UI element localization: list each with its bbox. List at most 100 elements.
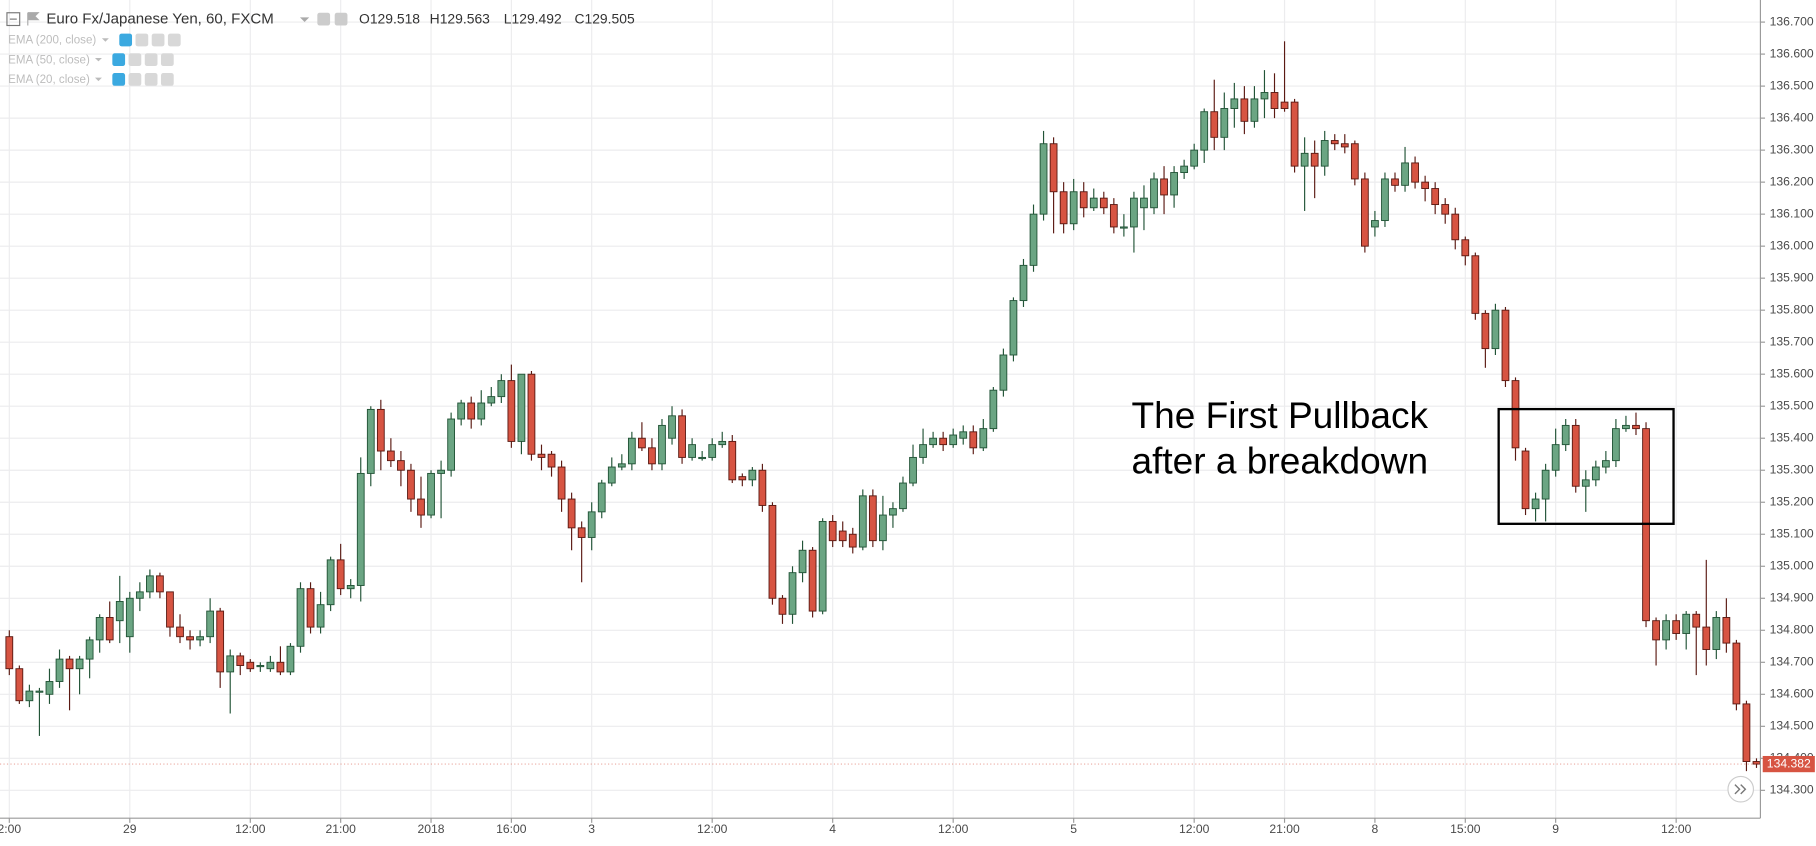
candle-body: [627, 437, 636, 465]
candle-body: [909, 456, 917, 484]
candle-body: [597, 482, 606, 513]
y-tick-label: 136.500: [1770, 78, 1814, 92]
candle-body: [1230, 98, 1239, 109]
candle-body: [1732, 642, 1741, 705]
candle-body: [1180, 165, 1189, 173]
eye-icon[interactable]: [119, 33, 133, 47]
y-tick-label: 134.900: [1770, 590, 1814, 604]
indicator-label: EMA (20, close): [8, 74, 90, 86]
close-icon[interactable]: [160, 53, 174, 67]
eye-icon[interactable]: [112, 73, 126, 86]
last-price-badge: [1762, 755, 1815, 773]
candle-body: [678, 415, 686, 458]
candle-body: [1511, 380, 1520, 449]
y-tick-label: 135.800: [1770, 302, 1814, 316]
x-tick-label: 12:00: [235, 822, 266, 836]
candle-body: [417, 498, 425, 516]
candle-body: [1009, 300, 1018, 356]
add-icon[interactable]: [144, 53, 158, 67]
y-tick-label: 136.600: [1770, 46, 1814, 60]
candle-body: [868, 495, 877, 542]
candle-body: [728, 440, 737, 481]
candle-body: [1561, 424, 1570, 446]
candle-body: [356, 472, 365, 586]
y-tick-label: 136.700: [1770, 14, 1814, 28]
dropdown[interactable]: [101, 38, 109, 42]
candle-body: [236, 655, 245, 666]
candle-body: [15, 668, 24, 702]
candle-body: [899, 482, 907, 510]
y-tick-label: 136.300: [1770, 142, 1814, 156]
scroll-to-end-button[interactable]: [1727, 775, 1755, 803]
candle-body: [768, 504, 777, 599]
y-tick-label: 136.100: [1770, 206, 1814, 220]
candle-body: [397, 460, 405, 471]
candle-body: [366, 408, 375, 474]
candle-body: [437, 469, 445, 474]
candle-body: [1541, 469, 1550, 500]
grid: [0, 0, 1761, 819]
candle-body: [708, 444, 717, 458]
candle-body: [1260, 92, 1269, 100]
candle-body: [386, 450, 395, 462]
dropdown[interactable]: [94, 57, 102, 62]
candle-body: [949, 434, 958, 446]
x-tick-label: 2018: [418, 822, 445, 836]
last-price-label: 134.382: [1767, 756, 1811, 770]
x-tick-label: 29: [123, 822, 137, 836]
settings-icon[interactable]: [334, 12, 348, 26]
settings-icon[interactable]: [128, 73, 142, 86]
candle-body: [1210, 111, 1219, 138]
candle-body: [176, 626, 184, 638]
candle-body: [427, 472, 435, 516]
candle-body: [1682, 613, 1691, 634]
candle-body: [376, 408, 385, 452]
candle-body: [1531, 498, 1540, 510]
ohlc-high: H129.563: [430, 10, 490, 26]
highlight-box: [1497, 407, 1675, 525]
close-icon[interactable]: [160, 73, 174, 86]
settings-icon[interactable]: [128, 53, 142, 67]
candle-body: [648, 447, 656, 465]
candle-body: [346, 585, 355, 590]
candle-body: [1330, 140, 1339, 145]
candle-body: [808, 549, 817, 612]
indicator-label: EMA (200, close): [8, 35, 96, 47]
add-icon[interactable]: [151, 33, 165, 47]
close-icon[interactable]: [167, 33, 181, 47]
dropdown[interactable]: [299, 17, 310, 23]
annotation-line: The First Pullback: [1132, 394, 1429, 436]
candle-body: [1662, 620, 1670, 641]
candle-body: [1371, 220, 1379, 228]
candle-body: [1130, 197, 1138, 228]
x-tick-label: 15:00: [1450, 822, 1481, 836]
candle-body: [1401, 162, 1409, 186]
candle-body: [718, 440, 727, 446]
candle-body: [1029, 213, 1038, 266]
candle-body: [1160, 178, 1168, 196]
ohlc-close: C129.505: [574, 10, 634, 26]
eye-icon[interactable]: [112, 53, 126, 67]
candle-body: [1471, 255, 1480, 314]
eye-icon[interactable]: [317, 12, 331, 26]
y-tick-label: 135.000: [1770, 558, 1814, 572]
candle-body: [989, 389, 998, 430]
candle-body: [1250, 98, 1259, 122]
candle-body: [125, 597, 134, 638]
x-tick-label: 16:00: [496, 822, 527, 836]
candle-body: [778, 597, 787, 615]
x-tick-label: 2:00: [0, 822, 21, 836]
indicator-legend: EMA (200, close) EMA (50, close) EMA (20…: [8, 33, 181, 86]
candle-body: [658, 424, 666, 465]
candle-body: [1120, 226, 1128, 229]
candle-body: [1300, 152, 1309, 167]
collapse-button[interactable]: [6, 12, 21, 27]
candle-body: [75, 658, 84, 670]
x-tick-label: 21:00: [1269, 822, 1300, 836]
candle-body: [698, 456, 707, 460]
x-tick-label: 12:00: [1661, 822, 1692, 836]
settings-icon[interactable]: [135, 33, 149, 47]
add-icon[interactable]: [144, 73, 158, 86]
annotation-line: after a breakdown: [1131, 439, 1428, 481]
dropdown[interactable]: [94, 77, 102, 82]
